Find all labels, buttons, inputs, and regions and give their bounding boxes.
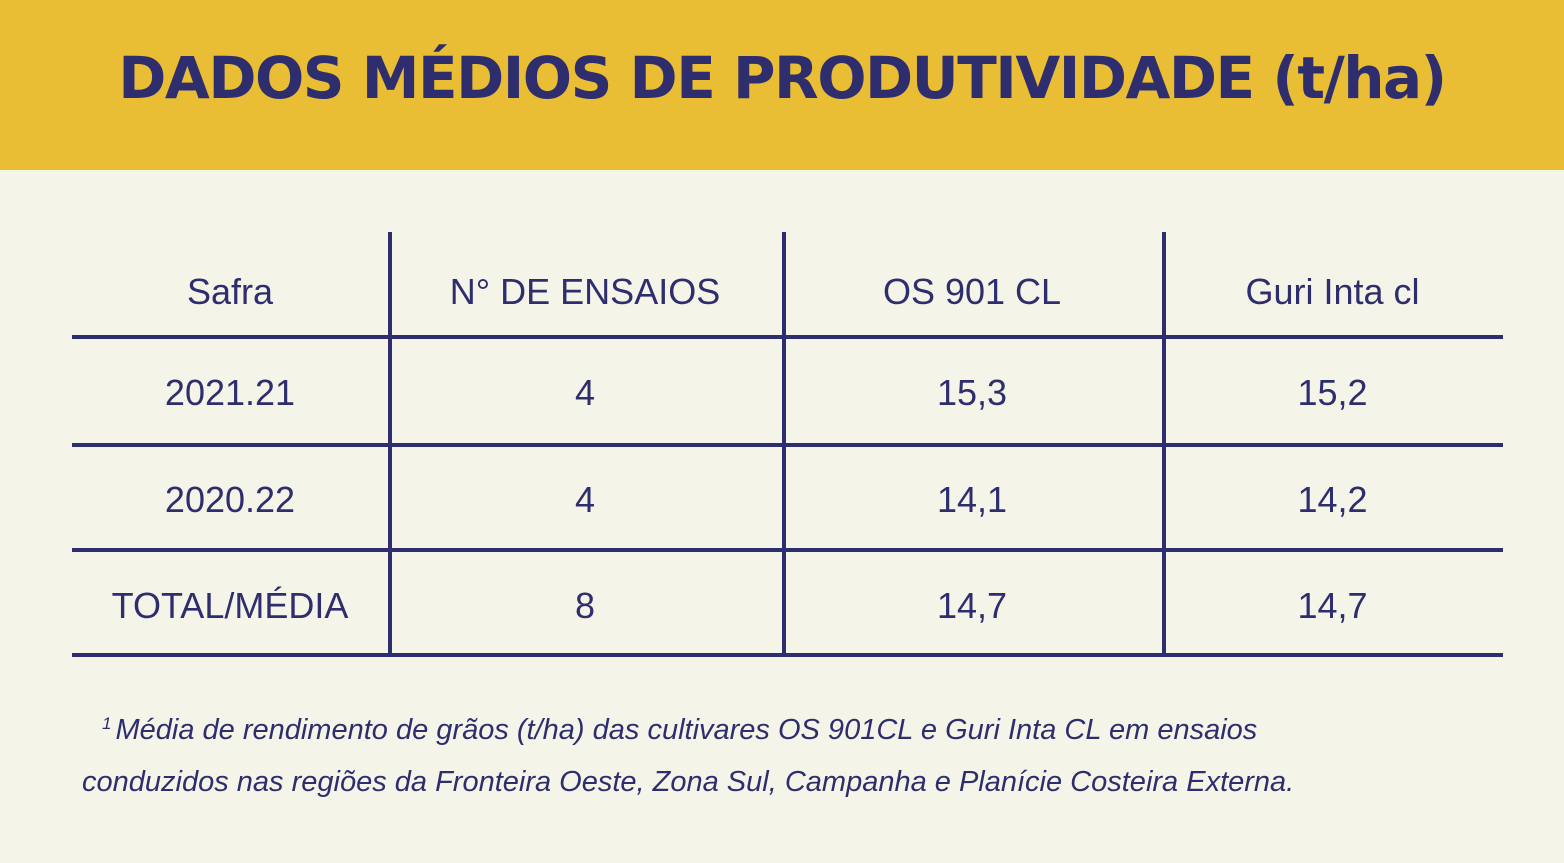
table-cell: 14,1 — [936, 478, 1008, 520]
footnote-line-2: conduzidos nas regiões da Fronteira Oest… — [82, 766, 1295, 798]
table-cell: 14,7 — [1297, 584, 1368, 626]
footnote-text-1: Média de rendimento de grãos (t/ha) das … — [115, 714, 1258, 746]
row-divider — [72, 335, 1503, 339]
column-header: Safra — [186, 270, 274, 312]
row-divider — [72, 548, 1503, 552]
table-cell: 4 — [574, 478, 596, 520]
footnote-marker: 1 — [102, 714, 112, 733]
table-cell: 8 — [574, 584, 596, 626]
table-cell: 2021.21 — [164, 372, 296, 413]
table-cell: 14,2 — [1297, 478, 1368, 520]
table-cell: 15,3 — [936, 372, 1008, 413]
column-header: Guri Inta cl — [1245, 270, 1420, 312]
table-cell: 14,7 — [936, 584, 1008, 626]
table-cell: TOTAL/MÉDIA — [111, 584, 349, 626]
page-title: DADOS MÉDIOS DE PRODUTIVIDADE (t/ha) — [118, 44, 1447, 112]
table-cell: 2020.22 — [164, 478, 296, 520]
footnote: 1 Média de rendimento de grãos (t/ha) das… — [82, 698, 1502, 808]
row-divider — [72, 443, 1503, 447]
row-divider — [72, 653, 1503, 657]
table-cell: 4 — [574, 372, 596, 413]
column-header: OS 901 CL — [882, 270, 1062, 312]
productivity-table: Safra N° DE ENSAIOS OS 901 CL Guri Inta cl 2… — [72, 232, 1503, 657]
table-cell: 15,2 — [1297, 372, 1368, 413]
column-header: N° DE ENSAIOS — [449, 270, 721, 312]
footnote-line-1: 1 Média de rendimento de grãos (t/ha) das… — [82, 698, 1502, 756]
title-banner: DADOS MÉDIOS DE PRODUTIVIDADE (t/ha) — [0, 0, 1564, 170]
